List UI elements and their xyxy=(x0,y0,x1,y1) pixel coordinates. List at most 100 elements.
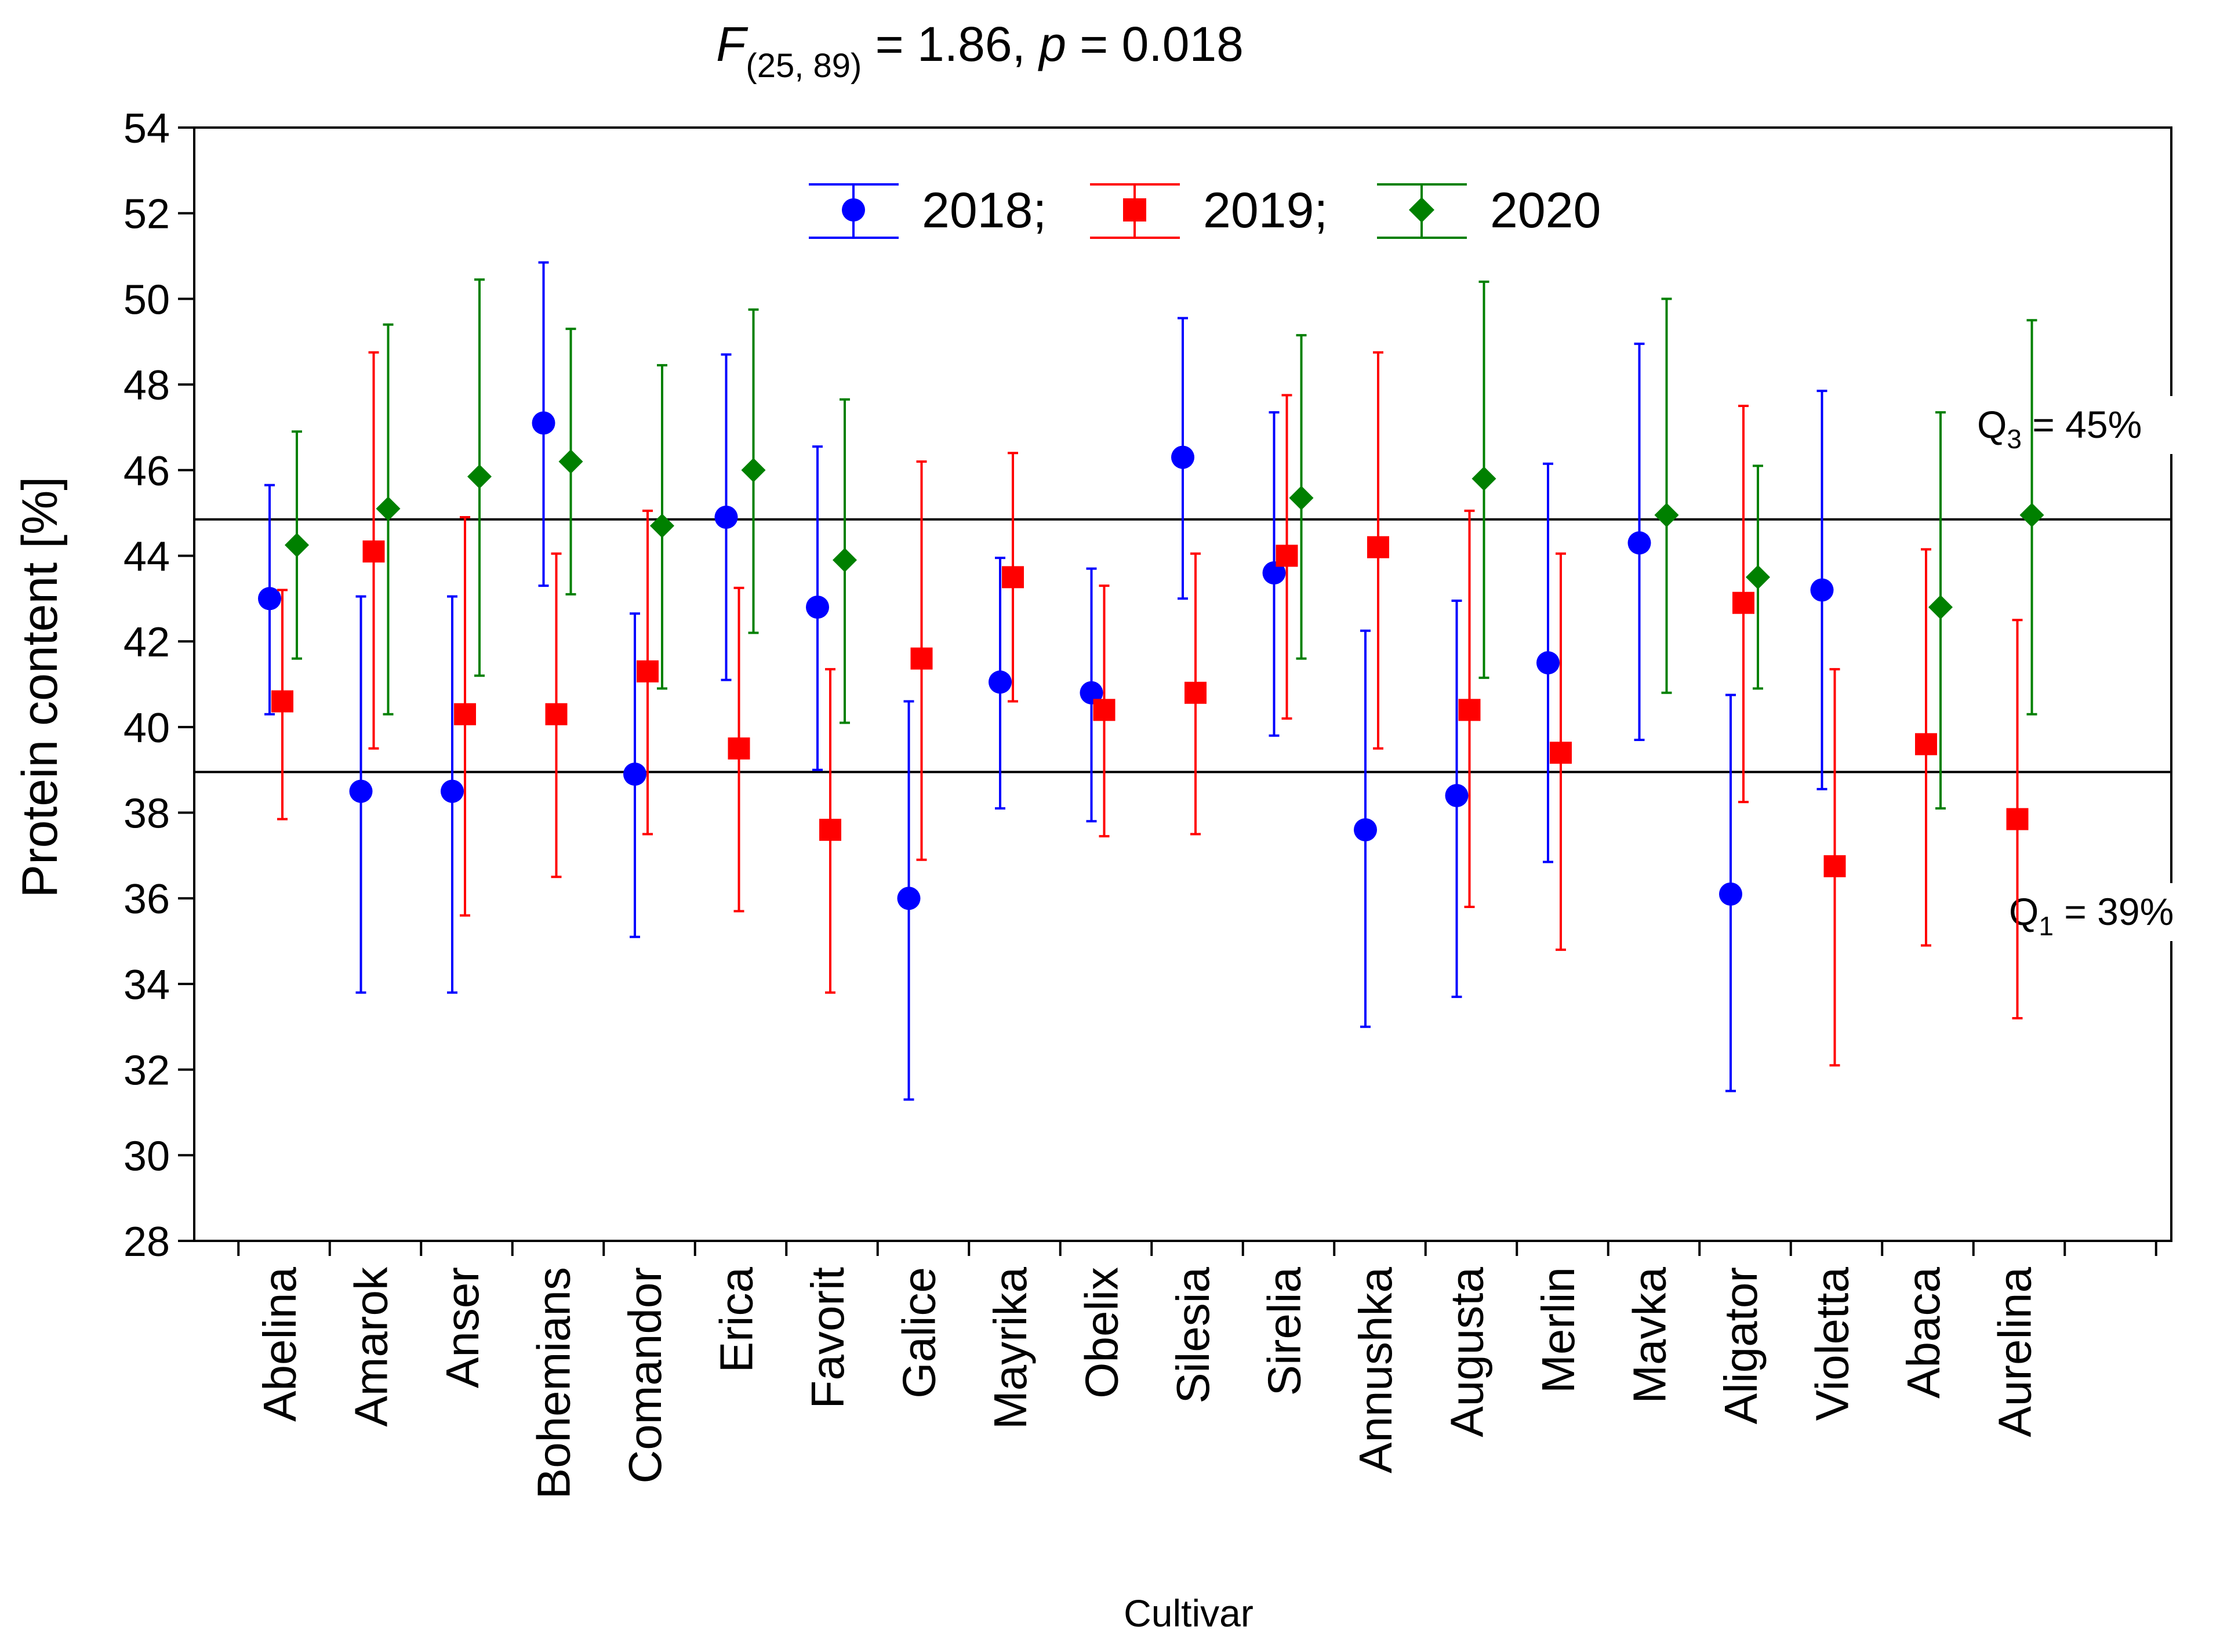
y-tick-label: 38 xyxy=(123,791,170,837)
x-tick-label-mayrika: Mayrika xyxy=(984,1267,1036,1430)
point-2020-aligator xyxy=(1746,565,1770,590)
y-tick-label: 34 xyxy=(123,962,170,1008)
x-tick-label-aurelina: Aurelina xyxy=(1989,1266,2041,1437)
x-tick-label-amarok: Amarok xyxy=(346,1266,397,1427)
point-2018-mavka xyxy=(1627,531,1651,555)
point-2019-amarok xyxy=(362,540,385,563)
title-f-stat: = 1.86, xyxy=(862,17,1039,71)
y-tick-label: 44 xyxy=(123,533,170,580)
point-2018-obelix xyxy=(1080,681,1103,705)
title-df: (25, 89) xyxy=(746,47,862,85)
point-2018-abelina xyxy=(258,587,281,611)
y-tick-label: 28 xyxy=(123,1219,170,1265)
reference-label-bg xyxy=(1970,396,2179,454)
x-tick-label-merlin: Merlin xyxy=(1532,1267,1584,1393)
x-tick-label-favorit: Favorit xyxy=(802,1267,853,1409)
x-tick-label-mavka: Mavka xyxy=(1624,1266,1676,1403)
x-tick-label-bohemians: Bohemians xyxy=(528,1267,580,1499)
y-tick-label: 30 xyxy=(123,1133,170,1179)
y-tick-label: 50 xyxy=(123,277,170,323)
plot-area-frame xyxy=(193,126,2172,1242)
point-2019-sirelia xyxy=(1276,544,1298,567)
x-axis-label: Cultivar xyxy=(1124,1592,1253,1635)
y-axis-label: Protein content [%] xyxy=(12,477,68,898)
point-2018-erica xyxy=(714,506,738,529)
point-2018-favorit xyxy=(806,596,829,619)
legend: 2018; 2019; 2020 xyxy=(809,183,1601,239)
point-2019-violetta xyxy=(1823,855,1846,877)
point-2020-erica xyxy=(741,458,766,482)
chart-title: F(25, 89) = 1.86, p = 0.018 xyxy=(716,17,1244,85)
point-2019-erica xyxy=(728,737,750,760)
x-axis: Abelina Amarok Anser Bohemians Comandor Erica… xyxy=(237,1241,2157,1499)
point-2018-comandor xyxy=(623,763,646,786)
point-2018-amarok xyxy=(349,779,373,803)
reference-lines: Q3 = 45% Q1 = 39% xyxy=(194,396,2211,941)
point-2020-augusta xyxy=(1471,466,1496,491)
y-tick-label: 40 xyxy=(123,705,170,751)
point-2019-comandor xyxy=(637,660,659,682)
series-2019 xyxy=(271,351,2029,1067)
x-tick-label-sirelia: Sirelia xyxy=(1259,1267,1310,1396)
point-2018-sirelia xyxy=(1262,561,1286,584)
title-f-symbol: F xyxy=(716,17,749,71)
point-2020-abelina xyxy=(285,533,309,557)
title-p-symbol: p xyxy=(1037,17,1066,71)
x-tick-label-galice: Galice xyxy=(893,1267,945,1399)
legend-marker-2020 xyxy=(1409,197,1434,223)
x-tick-label-augusta: Augusta xyxy=(1441,1267,1493,1437)
point-2020-anser xyxy=(467,464,492,489)
legend-item-2020: 2020 xyxy=(1377,183,1601,239)
point-2018-mayrika xyxy=(989,670,1012,694)
point-2020-favorit xyxy=(833,547,857,572)
x-tick-label-aligator: Aligator xyxy=(1715,1267,1767,1424)
point-2018-bohemians xyxy=(532,411,555,435)
point-2018-silesia xyxy=(1171,445,1194,469)
legend-item-2019: 2019; xyxy=(1090,183,1328,239)
point-2020-aurelina xyxy=(2019,503,2044,528)
legend-marker-2018 xyxy=(842,198,865,222)
x-tick-label-erica: Erica xyxy=(711,1266,762,1373)
x-tick-label-obelix: Obelix xyxy=(1076,1267,1128,1399)
x-tick-label-violetta: Violetta xyxy=(1807,1266,1858,1421)
y-tick-label: 32 xyxy=(123,1048,170,1094)
title-p-value: = 0.018 xyxy=(1066,17,1244,71)
y-tick-label: 46 xyxy=(123,448,170,495)
point-2018-augusta xyxy=(1445,784,1469,807)
legend-label-2020: 2020 xyxy=(1490,183,1601,238)
x-tick-label-anser: Anser xyxy=(437,1267,488,1388)
y-axis: 28 30 32 34 36 38 40 42 44 46 48 50 52 54 xyxy=(123,106,194,1265)
x-tick-label-silesia: Silesia xyxy=(1167,1267,1219,1404)
y-tick-label: 48 xyxy=(123,362,170,409)
point-2020-mavka xyxy=(1654,503,1679,528)
data-series xyxy=(258,261,2044,1101)
point-2019-anser xyxy=(454,703,476,725)
point-2020-comandor xyxy=(650,513,674,538)
series-2020 xyxy=(285,278,2044,810)
point-2018-annushka xyxy=(1354,818,1377,842)
point-2018-merlin xyxy=(1536,651,1560,675)
reference-label-q1: Q1 = 39% xyxy=(2009,890,2174,941)
y-tick-label: 36 xyxy=(123,876,170,923)
point-2019-annushka xyxy=(1367,536,1389,558)
point-2018-anser xyxy=(441,779,464,803)
legend-item-2018: 2018; xyxy=(809,183,1047,239)
point-2020-bohemians xyxy=(558,449,583,474)
reference-label-bg xyxy=(2002,883,2211,941)
point-2020-amarok xyxy=(376,496,401,521)
reference-label-q3: Q3 = 45% xyxy=(1977,403,2142,454)
point-2019-obelix xyxy=(1093,699,1116,721)
point-2019-bohemians xyxy=(545,703,568,725)
legend-label-2018: 2018; xyxy=(922,183,1047,238)
point-2019-abaca xyxy=(1915,733,1937,756)
y-tick-label: 54 xyxy=(123,106,170,152)
x-tick-label-annushka: Annushka xyxy=(1350,1267,1401,1473)
point-2019-galice xyxy=(910,647,933,670)
series-2018 xyxy=(258,261,1834,1101)
point-2019-aurelina xyxy=(2006,808,2029,830)
point-2018-galice xyxy=(897,887,921,910)
x-tick-label-abaca: Abaca xyxy=(1898,1267,1949,1399)
legend-label-2019: 2019; xyxy=(1203,183,1328,238)
point-2019-favorit xyxy=(819,819,841,841)
